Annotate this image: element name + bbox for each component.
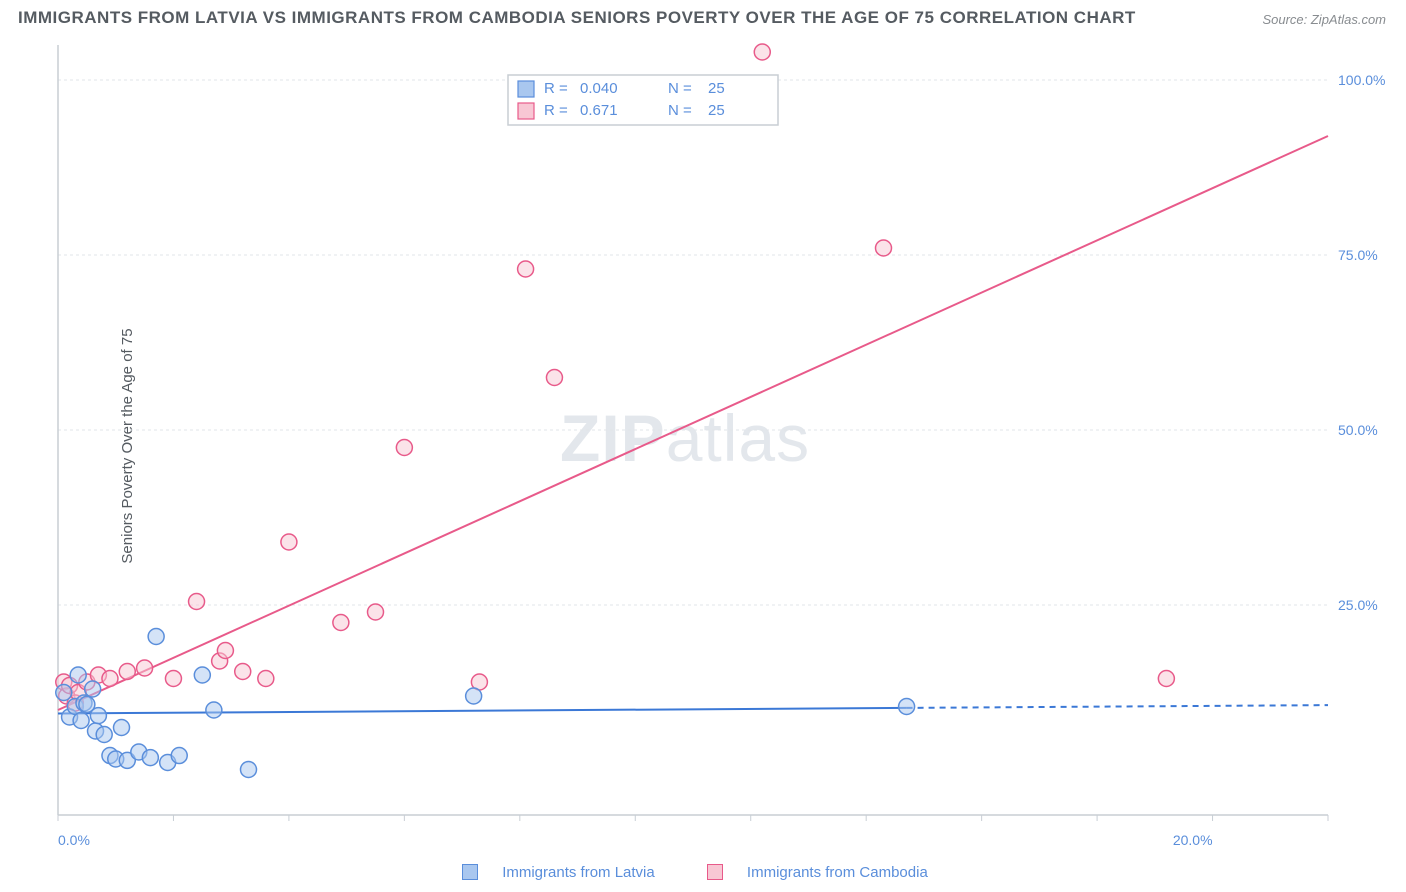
svg-text:N =: N = xyxy=(668,80,692,97)
legend-item-cambodia: Immigrants from Cambodia xyxy=(707,864,944,881)
svg-text:50.0%: 50.0% xyxy=(1338,422,1378,438)
legend-label-cambodia: Immigrants from Cambodia xyxy=(747,864,928,881)
svg-text:0.671: 0.671 xyxy=(580,102,618,119)
svg-text:20.0%: 20.0% xyxy=(1173,832,1213,848)
legend-swatch-latvia xyxy=(462,864,478,880)
svg-text:0.0%: 0.0% xyxy=(58,832,90,848)
legend-swatch-cambodia xyxy=(707,864,723,880)
source-attribution: Source: ZipAtlas.com xyxy=(1262,12,1386,27)
svg-text:75.0%: 75.0% xyxy=(1338,247,1378,263)
chart-title: IMMIGRANTS FROM LATVIA VS IMMIGRANTS FRO… xyxy=(18,8,1136,28)
svg-text:25.0%: 25.0% xyxy=(1338,597,1378,613)
svg-text:R =: R = xyxy=(544,80,568,97)
svg-text:25: 25 xyxy=(708,102,725,119)
legend-item-latvia: Immigrants from Latvia xyxy=(462,864,671,881)
legend-label-latvia: Immigrants from Latvia xyxy=(502,864,655,881)
chart-svg: 25.0% 50.0% 75.0% 100.0% 0.0% 20.0% R = 0.040 N … xyxy=(48,35,1388,855)
chart-plot-area: 25.0% 50.0% 75.0% 100.0% 0.0% 20.0% R = 0.040 N … xyxy=(48,35,1388,855)
series-legend: Immigrants from Latvia Immigrants from C… xyxy=(0,864,1406,885)
svg-text:0.040: 0.040 xyxy=(580,80,618,97)
svg-text:N =: N = xyxy=(668,102,692,119)
svg-text:25: 25 xyxy=(708,80,725,97)
svg-text:100.0%: 100.0% xyxy=(1338,72,1385,88)
svg-text:R =: R = xyxy=(544,102,568,119)
